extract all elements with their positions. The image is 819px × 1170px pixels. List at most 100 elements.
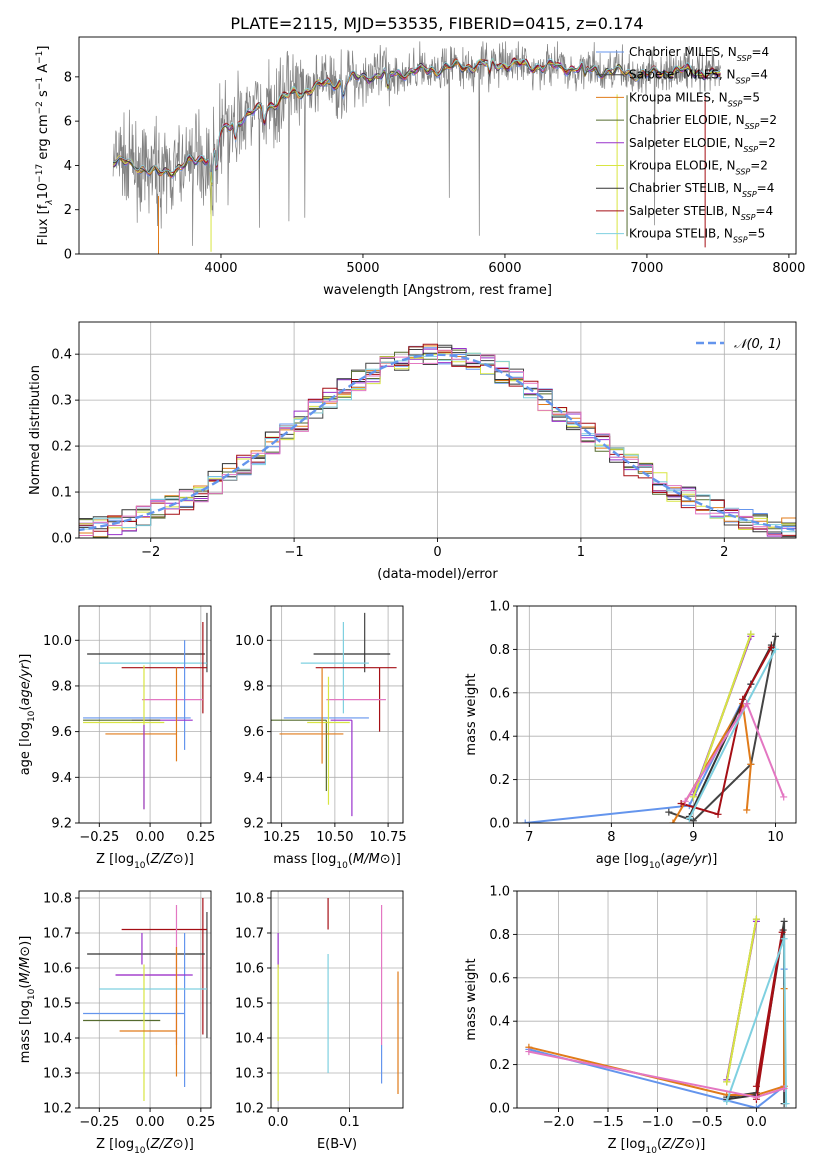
mass-weight-series-line (688, 648, 777, 820)
y-tick-label: 0.0 (51, 532, 72, 547)
y-tick-label: 10.8 (43, 892, 72, 907)
x-tick-label: 9 (689, 830, 697, 845)
mass-weight-point-marker (780, 793, 788, 801)
y-tick-label: 0.4 (51, 348, 72, 363)
x-tick-label: 10 (767, 830, 784, 845)
x-tick-label: 0.25 (186, 830, 215, 845)
x-axis-label: Z [log10(Z/Z⊙)] (96, 1137, 194, 1156)
legend-entry: Salpeter ELODIE, NSSP=2 (629, 136, 776, 154)
x-tick-label: 0.0 (746, 1115, 767, 1130)
y-tick-label: 9.2 (51, 817, 72, 832)
x-tick-label: −1.0 (642, 1115, 674, 1130)
x-tick-label: 4000 (204, 261, 237, 276)
y-tick-label: 10.4 (235, 1032, 264, 1047)
y-tick-label: 1.0 (489, 600, 510, 615)
plot-area (277, 898, 399, 1101)
mass-weight-point-marker (780, 935, 788, 943)
x-tick-label: 0.25 (186, 1115, 215, 1130)
legend-entry: Salpeter STELIB, NSSP=4 (629, 204, 773, 222)
mass-weight-point-marker (714, 810, 722, 818)
y-tick-label: 10.8 (235, 892, 264, 907)
x-tick-label: 8 (607, 830, 615, 845)
x-tick-label: −1 (285, 545, 304, 560)
spectrum-panel: 4000 5000 6000 7000 8000 0 2 4 6 8 wavelength [Ang… (35, 36, 805, 298)
histogram-step-line (79, 343, 796, 536)
model-spectrum-line (112, 57, 721, 183)
y-tick-label: 0.0 (489, 817, 510, 832)
legend-entry: Chabrier ELODIE, NSSP=2 (629, 113, 777, 131)
y-tick-label: 10.5 (43, 997, 72, 1012)
x-tick-label: 0.00 (136, 830, 165, 845)
y-tick-label: 9.8 (243, 679, 264, 694)
normal-distribution-curve (79, 353, 796, 532)
figure-panels: 4000 5000 6000 7000 8000 0 2 4 6 8 wavelength [Ang… (18, 36, 805, 1156)
y-tick-label: 0 (64, 248, 72, 263)
axes-frame (270, 605, 404, 824)
y-tick-label: 1.0 (489, 885, 510, 900)
y-axis-label: Flux [fλ10−17 erg cm−2 s−1 A−1] (35, 46, 55, 246)
legend-entry: Chabrier STELIB, NSSP=4 (629, 181, 774, 199)
x-tick-label: 10.75 (369, 830, 406, 845)
x-axis-label: (data-model)/error (377, 567, 498, 582)
mass-weight-point-marker (743, 700, 751, 708)
y-tick-label: 9.2 (243, 817, 264, 832)
x-tick-label: 2 (720, 545, 728, 560)
x-tick-label: 0 (433, 545, 441, 560)
y-tick-label: 9.4 (243, 771, 264, 786)
mass-weight-point-marker (780, 1084, 788, 1092)
x-tick-label: 8000 (772, 261, 805, 276)
mass-weight-point-marker (743, 806, 751, 814)
mass-weight-point-marker (723, 1097, 731, 1105)
mass-weight-point-marker (739, 695, 747, 703)
figure-title: PLATE=2115, MJD=53535, FIBERID=0415, z=0… (230, 14, 643, 33)
mass-weight-point-marker (752, 1082, 760, 1090)
histogram-step-line (79, 349, 796, 538)
mass-weight-point-marker (747, 760, 755, 768)
mass-weight-point-marker (669, 819, 677, 823)
plot-area (525, 915, 790, 1108)
y-axis-label: mass [log10(M/M⊙)] (18, 936, 37, 1064)
mass-weight-vs-z-panel: −2.0 −1.5 −1.0 −0.5 0.0 0.0 0.2 0.4 0.6 0.8 1.0 Z [… (464, 885, 797, 1156)
mass-weight-point-marker (723, 1078, 731, 1086)
mass-weight-series-line (680, 646, 773, 816)
legend-entry: 𝒩(0, 1) (734, 337, 781, 352)
plot-area (521, 630, 788, 823)
x-tick-label: −0.25 (79, 1115, 119, 1130)
y-tick-label: 0.8 (489, 643, 510, 658)
legend-entry: Kroupa MILES, NSSP=5 (629, 90, 760, 108)
mass-vs-ebv-panel: 0.0 0.1 10.2 10.3 10.4 10.5 10.6 10.7 10.8 E(B-V) (235, 890, 404, 1152)
mass-weight-series-line (528, 1050, 785, 1099)
plot-area (83, 612, 208, 810)
mass-weight-point-marker (747, 630, 755, 638)
axes-frame (270, 890, 404, 1109)
y-axis-label: age [log10(age/yr)] (18, 654, 37, 776)
y-tick-label: 8 (64, 70, 72, 85)
mass-weight-point-marker (767, 643, 775, 651)
x-tick-label: 0.1 (339, 1115, 360, 1130)
spectrum-legend: Chabrier MILES, NSSP=4 Salpeter MILES, NS… (596, 45, 777, 244)
axes-frame (78, 890, 212, 1109)
x-tick-label: 5000 (346, 261, 379, 276)
mass-weight-point-marker (782, 1100, 790, 1108)
y-tick-label: 0.4 (489, 1015, 510, 1030)
mass-weight-point-marker (752, 1093, 760, 1101)
mass-weight-point-marker (771, 645, 779, 653)
mass-weight-point-marker (677, 799, 685, 807)
x-axis-label: Z [log10(Z/Z⊙)] (96, 852, 194, 871)
mass-weight-series-line (725, 919, 758, 1083)
axes-frame (516, 890, 797, 1109)
mass-weight-point-marker (525, 1048, 533, 1056)
x-axis-label: E(B-V) (317, 1137, 357, 1152)
legend-entry: Kroupa STELIB, NSSP=5 (629, 227, 765, 245)
x-tick-label: 6000 (488, 261, 521, 276)
legend-entry: Chabrier MILES, NSSP=4 (629, 45, 769, 63)
mass-weight-point-marker (665, 808, 673, 816)
y-tick-label: 9.6 (51, 725, 72, 740)
y-tick-label: 10.3 (235, 1067, 264, 1082)
mass-weight-vs-age-panel: 7 8 9 10 0.0 0.2 0.4 0.6 0.8 1.0 age [log10(age/yr… (464, 600, 797, 871)
y-tick-label: 10.0 (235, 634, 264, 649)
mass-weight-series-line (525, 683, 752, 823)
x-tick-label: 7 (525, 830, 533, 845)
mass-weight-point-marker (752, 915, 760, 923)
